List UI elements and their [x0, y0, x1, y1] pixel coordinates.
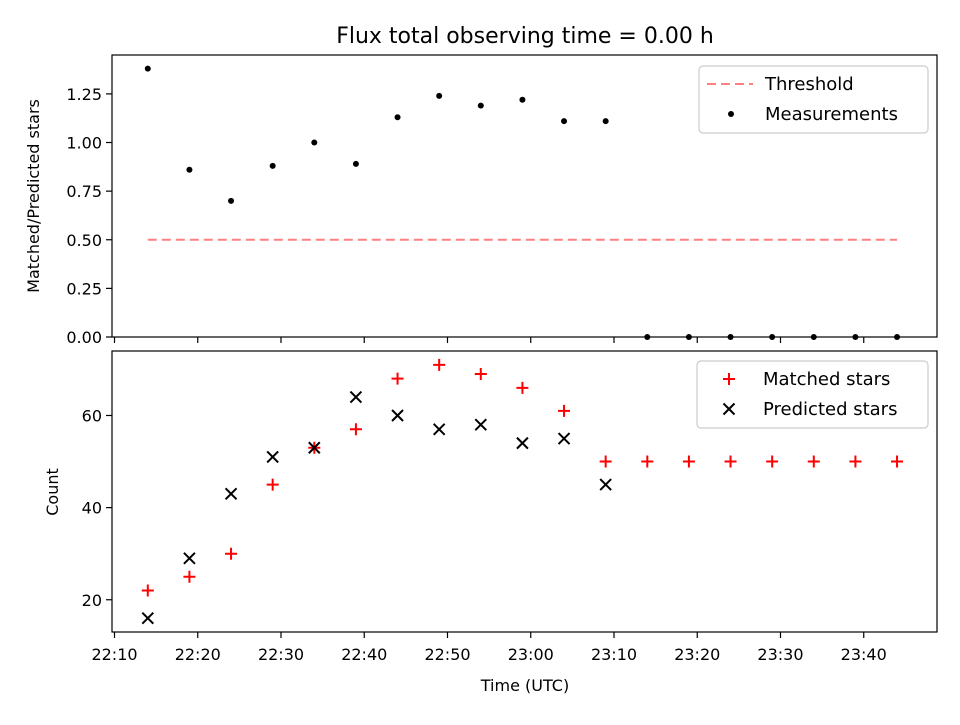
- predicted-star-point: [391, 409, 404, 422]
- predicted-star-point: [266, 450, 279, 464]
- x-tick-label: 22:10: [91, 645, 137, 664]
- measurement-point: [477, 102, 484, 109]
- measurement-point: [727, 334, 734, 340]
- predicted-star-point: [432, 423, 446, 436]
- predicted-star-point: [349, 390, 363, 404]
- x-tick-label: 23:00: [508, 645, 554, 664]
- legend-swatch-measurements: [728, 111, 734, 117]
- measurement-point: [228, 197, 235, 204]
- matched-star-point: [516, 381, 529, 394]
- measurement-point: [144, 65, 151, 72]
- measurement-point: [269, 162, 276, 169]
- matched-star-point: [766, 455, 779, 468]
- matched-star-point: [641, 455, 654, 468]
- measurement-point: [311, 139, 318, 146]
- x-tick-label: 22:40: [341, 645, 387, 664]
- measurement-point: [810, 334, 817, 340]
- matched-star-point: [433, 358, 446, 371]
- legend-label: Threshold: [764, 74, 854, 95]
- matched-star-point: [558, 404, 571, 417]
- matched-star-point: [349, 423, 362, 436]
- measurement-point: [602, 118, 609, 125]
- measurement-point: [769, 334, 776, 340]
- measurement-point: [644, 334, 651, 340]
- legend-label: Measurements: [765, 104, 898, 125]
- legend-label: Matched stars: [763, 369, 890, 390]
- matched-star-point: [849, 455, 862, 468]
- y-tick-label: 0.25: [66, 279, 102, 298]
- predicted-star-point: [474, 418, 488, 431]
- predicted-star-point: [557, 432, 571, 445]
- legend-box: [698, 65, 929, 134]
- y-tick-label: 1.00: [66, 134, 102, 153]
- legend-swatch-predicted: [722, 402, 736, 416]
- matched-star-point: [391, 372, 404, 385]
- legend-box: [696, 360, 929, 429]
- matched-star-point: [807, 455, 820, 468]
- x-tick-label: 22:20: [175, 645, 221, 664]
- measurement-point: [685, 334, 692, 340]
- measurement-point: [394, 114, 401, 121]
- predicted-star-point: [183, 552, 196, 565]
- plot-frame: [111, 54, 938, 338]
- x-tick-label: 23:30: [757, 645, 803, 664]
- matched-star-point: [266, 478, 279, 491]
- measurement-point: [894, 334, 901, 340]
- measurement-point: [436, 92, 443, 99]
- top-panel: 0.00 0.25 0.50 0.75 1.00 1.25 Threshold Measure…: [66, 54, 938, 347]
- y-tick-label: 0.75: [66, 182, 102, 201]
- predicted-star-point: [308, 441, 321, 454]
- measurement-point: [519, 96, 526, 103]
- measurement-point: [352, 160, 359, 167]
- x-tick-label: 23:20: [674, 645, 720, 664]
- matched-star-point: [474, 368, 487, 381]
- y-tick-label: 1.25: [66, 85, 102, 104]
- matched-star-point: [141, 584, 154, 597]
- x-tick-label: 22:50: [424, 645, 470, 664]
- bottom-y-axis-label: Count: [43, 468, 62, 516]
- x-axis-label: Time (UTC): [480, 676, 569, 695]
- x-tick-label: 23:10: [591, 645, 637, 664]
- measurement-point: [186, 166, 193, 173]
- matched-star-point: [225, 547, 238, 560]
- matched-star-point: [599, 455, 612, 468]
- matched-star-point: [724, 455, 737, 468]
- matched-star-point: [183, 570, 196, 583]
- y-tick-label: 0.50: [66, 231, 102, 250]
- measurement-point: [561, 118, 568, 125]
- predicted-star-point: [224, 487, 238, 501]
- x-tick-label: 23:40: [841, 645, 887, 664]
- plot-frame: [111, 350, 938, 633]
- top-y-axis-label: Matched/Predicted stars: [24, 99, 43, 293]
- predicted-star-point: [599, 478, 612, 491]
- predicted-star-point: [516, 436, 529, 450]
- matched-star-point: [891, 455, 904, 468]
- y-tick-label: 0.00: [66, 328, 102, 347]
- y-tick-label: 20: [82, 591, 102, 610]
- measurement-point: [852, 334, 859, 340]
- x-tick-label: 22:30: [258, 645, 304, 664]
- legend-label: Predicted stars: [763, 399, 897, 420]
- y-tick-label: 40: [82, 499, 102, 518]
- legend-swatch-matched: [723, 373, 735, 385]
- matched-star-point: [682, 455, 695, 468]
- predicted-star-point: [141, 611, 155, 625]
- chart-title: Flux total observing time = 0.00 h: [336, 24, 714, 49]
- bottom-panel: 20 40 60 22:10 22:20 22:30 22:40 22:50 23:00 23:1…: [82, 350, 938, 664]
- y-tick-label: 60: [82, 406, 102, 425]
